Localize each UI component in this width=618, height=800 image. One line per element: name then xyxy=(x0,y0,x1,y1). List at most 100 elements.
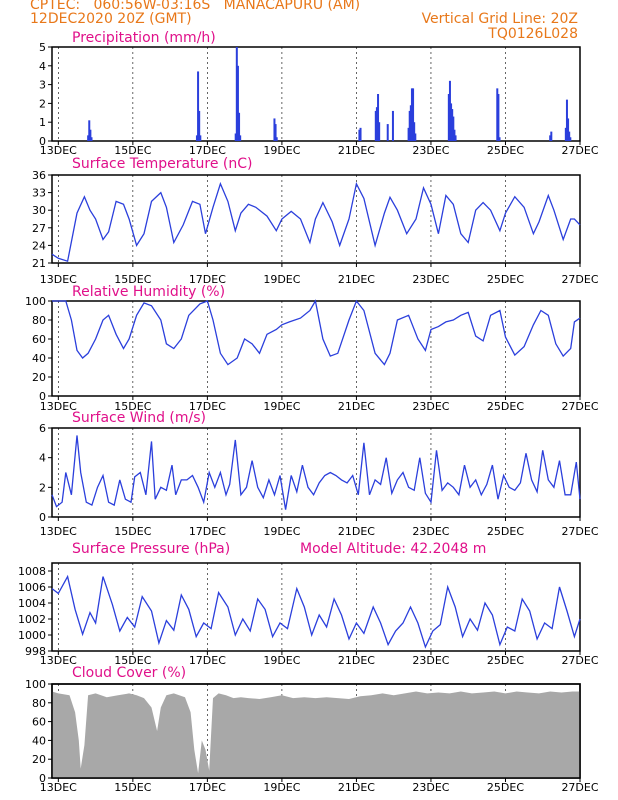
humidity-ytick-label: 80 xyxy=(32,314,46,327)
cloud-cover-xtick-label: 27DEC xyxy=(561,781,598,794)
precipitation-title: Precipitation (mm/h) xyxy=(72,30,216,46)
precipitation-bar xyxy=(497,94,500,141)
pressure-xtick-label: 21DEC xyxy=(338,654,375,667)
precipitation-bar xyxy=(358,129,361,141)
wind-xtick-label: 13DEC xyxy=(40,525,77,538)
temperature-ytick-label: 36 xyxy=(32,169,46,182)
precipitation-bar xyxy=(498,137,501,141)
cloud-cover-ytick-label: 40 xyxy=(32,734,46,747)
cloud-cover-ytick-label: 100 xyxy=(25,678,46,691)
cloud-cover-area xyxy=(52,691,580,778)
pressure-xtick-label: 23DEC xyxy=(412,654,449,667)
temperature-series-line xyxy=(51,181,581,263)
precipitation-bar xyxy=(410,88,413,141)
cloud-cover-xtick-label: 13DEC xyxy=(40,781,77,794)
precipitation-ytick-label: 1 xyxy=(39,116,46,129)
precipitation-ytick-label: 3 xyxy=(39,79,46,92)
precipitation-bar xyxy=(453,129,456,141)
precipitation-bar xyxy=(448,80,451,141)
pressure-xtick-label: 15DEC xyxy=(114,654,151,667)
pressure-xtick-label: 19DEC xyxy=(263,654,300,667)
temperature-frame xyxy=(51,174,581,264)
temperature-panel: Surface Temperature (nC) 21 24 27 30 33 36 13DE… xyxy=(32,156,599,286)
precipitation-bar xyxy=(88,120,91,141)
temperature-xtick-label: 17DEC xyxy=(189,273,226,286)
cloud-cover-xtick-label: 23DEC xyxy=(412,781,449,794)
cloud-cover-xtick-label: 19DEC xyxy=(263,781,300,794)
precipitation-ytick-label: 2 xyxy=(39,97,46,110)
precipitation-bar xyxy=(413,122,416,141)
wind-xtick-label: 15DEC xyxy=(114,525,151,538)
pressure-ytick-label: 1008 xyxy=(18,565,46,578)
wind-title: Surface Wind (m/s) xyxy=(72,410,206,426)
temperature-xtick-label: 23DEC xyxy=(412,273,449,286)
pressure-ytick-label: 1004 xyxy=(18,597,46,610)
model-altitude-label: Model Altitude: 42.2048 m xyxy=(300,541,486,557)
temperature-xtick-label: 27DEC xyxy=(561,273,598,286)
cloud-cover-ytick-label: 80 xyxy=(32,697,46,710)
precipitation-ytick-label: 0 xyxy=(39,135,46,148)
precipitation-bar xyxy=(239,135,242,141)
humidity-ytick-label: 60 xyxy=(32,333,46,346)
pressure-title: Surface Pressure (hPa) xyxy=(72,541,230,557)
precipitation-bar xyxy=(391,110,394,141)
humidity-xtick-label: 17DEC xyxy=(189,400,226,413)
precipitation-bar xyxy=(414,133,417,141)
precipitation-bar xyxy=(549,135,552,141)
pressure-panel: Surface Pressure (hPa) Model Altitude: 42… xyxy=(18,541,599,667)
precipitation-xtick-label: 27DEC xyxy=(561,144,598,157)
humidity-xtick-label: 13DEC xyxy=(40,400,77,413)
precipitation-bar xyxy=(409,105,412,141)
precipitation-bar xyxy=(87,135,90,141)
pressure-ytick-label: 1002 xyxy=(18,613,46,626)
temperature-ytick-label: 33 xyxy=(32,187,46,200)
precipitation-bar xyxy=(199,135,202,141)
wind-frame xyxy=(51,427,581,518)
precipitation-bar xyxy=(235,47,238,141)
precipitation-xtick-label: 25DEC xyxy=(487,144,524,157)
precipitation-xtick-label: 19DEC xyxy=(263,144,300,157)
header-location: CPTEC: 060:56W-03:16S MANACAPURU (AM) xyxy=(30,0,361,13)
precipitation-bar xyxy=(569,137,572,141)
cloud-cover-title: Cloud Cover (%) xyxy=(72,665,186,681)
precipitation-bar xyxy=(454,135,457,141)
precipitation-bar xyxy=(359,127,362,141)
precipitation-bar xyxy=(377,94,380,141)
wind-xtick-label: 21DEC xyxy=(338,525,375,538)
precipitation-bar xyxy=(275,137,278,141)
precipitation-bar xyxy=(452,116,455,141)
precipitation-bar xyxy=(496,88,499,141)
precipitation-bar xyxy=(412,88,415,141)
precipitation-ytick-label: 5 xyxy=(39,41,46,54)
header-grid-note: Vertical Grid Line: 20Z xyxy=(421,11,578,27)
humidity-ytick-label: 100 xyxy=(25,295,46,308)
cloud-cover-ytick-label: 60 xyxy=(32,716,46,729)
cloud-cover-panel: Cloud Cover (%) 0 20 40 60 80 100 13DEC 15DEC 17D… xyxy=(25,665,599,794)
precipitation-bar xyxy=(567,118,570,141)
cloud-cover-xtick-label: 21DEC xyxy=(338,781,375,794)
humidity-panel: Relative Humidity (%) 0 20 40 60 80 100 13DEC 15… xyxy=(25,284,599,413)
humidity-title: Relative Humidity (%) xyxy=(72,284,225,300)
temperature-xtick-label: 13DEC xyxy=(40,273,77,286)
temperature-ytick-label: 30 xyxy=(32,204,46,217)
temperature-title: Surface Temperature (nC) xyxy=(72,156,253,172)
precipitation-ytick-label: 4 xyxy=(39,60,46,73)
precipitation-bar xyxy=(273,118,276,141)
pressure-xtick-label: 25DEC xyxy=(487,654,524,667)
humidity-xtick-label: 27DEC xyxy=(561,400,598,413)
precipitation-bar xyxy=(198,110,201,141)
wind-xtick-label: 19DEC xyxy=(263,525,300,538)
precipitation-bar xyxy=(407,127,410,141)
pressure-xtick-label: 27DEC xyxy=(561,654,598,667)
precipitation-bar xyxy=(238,112,241,141)
humidity-xtick-label: 23DEC xyxy=(412,400,449,413)
precipitation-bar xyxy=(375,107,378,141)
cloud-cover-ytick-label: 20 xyxy=(32,753,46,766)
wind-ytick-label: 0 xyxy=(39,511,46,524)
humidity-xtick-label: 15DEC xyxy=(114,400,151,413)
precipitation-panel: Precipitation (mm/h) 0 1 2 3 4 5 13DEC 15DEC 17DE… xyxy=(39,30,599,157)
precipitation-bar xyxy=(564,127,567,141)
precipitation-xtick-label: 21DEC xyxy=(338,144,375,157)
precipitation-bar xyxy=(408,110,411,141)
precipitation-bar xyxy=(234,133,237,141)
